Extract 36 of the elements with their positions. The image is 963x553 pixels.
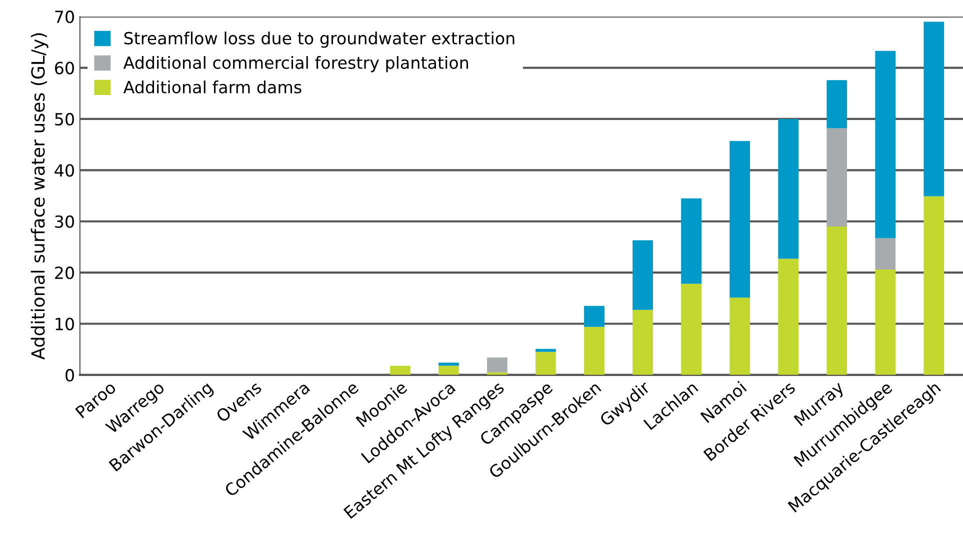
bar bbox=[681, 284, 702, 375]
y-tick-label: 10 bbox=[56, 318, 74, 330]
bar bbox=[536, 352, 556, 375]
bar bbox=[826, 80, 848, 128]
bar bbox=[681, 198, 702, 284]
y-tick-label: 40 bbox=[54, 164, 74, 177]
y-axis-title: Additional surface water uses (GL/y) bbox=[30, 33, 48, 360]
y-tick-label: 0 bbox=[66, 368, 74, 382]
bar bbox=[584, 326, 604, 375]
bar bbox=[875, 238, 896, 270]
bar bbox=[826, 128, 848, 226]
y-tick-label: 20 bbox=[55, 266, 74, 280]
bar bbox=[826, 226, 848, 375]
bar bbox=[438, 366, 459, 375]
y-tick-label: 60 bbox=[55, 62, 74, 74]
bar bbox=[730, 140, 750, 298]
legend-label: Streamflow loss due to groundwater extraction bbox=[124, 32, 514, 48]
y-tick-label: 70 bbox=[55, 10, 74, 24]
bar bbox=[924, 196, 944, 375]
y-tick-label: 50 bbox=[55, 112, 74, 126]
y-tick-label: 30 bbox=[55, 215, 74, 228]
bar bbox=[632, 310, 653, 375]
bar bbox=[778, 118, 799, 259]
bar bbox=[584, 306, 604, 327]
legend-label: Additional farm dams bbox=[123, 80, 302, 94]
bar bbox=[875, 50, 896, 238]
bar bbox=[536, 348, 556, 352]
bar bbox=[778, 258, 799, 375]
legend-label: Additional commercial forestry plantation bbox=[123, 56, 468, 72]
bar bbox=[632, 240, 653, 310]
bar bbox=[730, 298, 750, 375]
bar bbox=[438, 362, 459, 366]
bar bbox=[487, 358, 508, 372]
bar bbox=[875, 269, 896, 375]
bar bbox=[390, 366, 410, 375]
bar bbox=[924, 22, 944, 196]
